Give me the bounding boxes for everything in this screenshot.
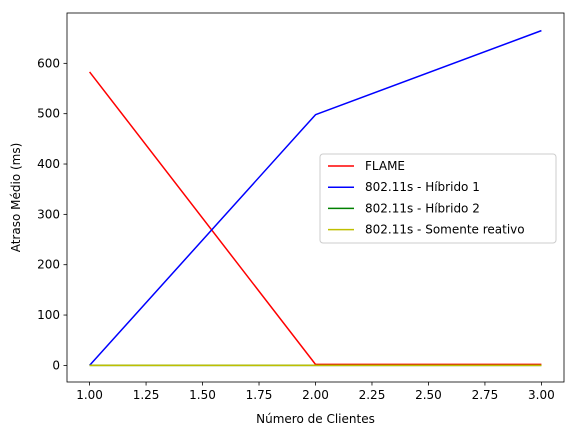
legend-label-2: 802.11s - Híbrido 1 — [365, 180, 480, 194]
y-axis-ticks: 0 100 200 300 400 500 600 — [37, 56, 67, 372]
y-tick-label: 400 — [37, 157, 60, 171]
x-tick-label: 1.00 — [76, 388, 103, 402]
legend-label-1: FLAME — [365, 159, 405, 173]
x-tick-label: 3.00 — [528, 388, 555, 402]
legend-label-4: 802.11s - Somente reativo — [365, 223, 525, 237]
series-line-1 — [88, 71, 542, 366]
x-tick-label: 2.75 — [472, 388, 499, 402]
y-axis-label: Atraso Médio (ms) — [9, 143, 23, 253]
y-tick-label: 600 — [37, 56, 60, 70]
x-axis-label: Número de Clientes — [256, 412, 375, 426]
legend-label-3: 802.11s - Híbrido 2 — [365, 201, 480, 215]
x-tick-label: 1.75 — [246, 388, 273, 402]
y-tick-label: 200 — [37, 258, 60, 272]
series-line-2 — [89, 29, 542, 366]
x-tick-label: 1.25 — [133, 388, 160, 402]
x-tick-label: 2.50 — [415, 388, 442, 402]
y-tick-label: 500 — [37, 107, 60, 121]
x-axis-ticks: 1.00 1.25 1.50 1.75 2.00 2.25 2.50 2.75 3.00 — [76, 382, 555, 402]
x-tick-label: 2.25 — [359, 388, 386, 402]
x-tick-label: 2.00 — [302, 388, 329, 402]
legend: FLAME 802.11s - Híbrido 1 802.11s - Híbrid… — [319, 153, 557, 244]
y-tick-label: 0 — [52, 358, 60, 372]
x-tick-label: 1.50 — [189, 388, 216, 402]
y-tick-label: 300 — [37, 207, 60, 221]
legend-frame — [319, 153, 557, 244]
y-tick-label: 100 — [37, 308, 60, 322]
